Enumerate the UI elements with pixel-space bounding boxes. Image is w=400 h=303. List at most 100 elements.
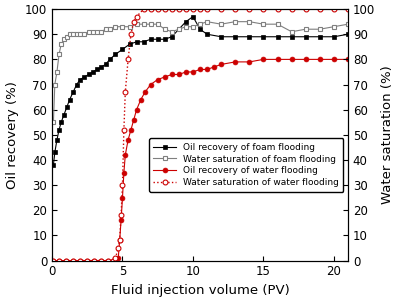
Water saturation of foam flooding (162, 27, 167, 31)
Oil recovery of water flooding (170, 73, 174, 76)
Oil recovery of water flooding (51, 259, 56, 262)
Water saturation of water flooding (134, 15, 139, 18)
Water saturation of foam flooding (332, 25, 336, 28)
Oil recovery of foam flooding (107, 58, 112, 61)
Water saturation of water flooding (106, 259, 111, 262)
Oil recovery of water flooding (71, 259, 76, 262)
Water saturation of water flooding (205, 7, 210, 11)
Oil recovery of water flooding (261, 58, 266, 61)
Oil recovery of water flooding (155, 78, 160, 81)
Oil recovery of water flooding (126, 138, 130, 142)
Water saturation of water flooding (51, 259, 56, 262)
Oil recovery of water flooding (116, 256, 121, 260)
Water saturation of foam flooding (318, 27, 322, 31)
Water saturation of water flooding (131, 20, 136, 24)
Water saturation of foam flooding (113, 25, 118, 28)
Water saturation of water flooding (99, 259, 104, 262)
Water saturation of water flooding (110, 259, 115, 262)
Water saturation of water flooding (318, 7, 322, 11)
Water saturation of water flooding (233, 7, 238, 11)
Oil recovery of water flooding (128, 128, 133, 132)
Oil recovery of foam flooding (303, 35, 308, 38)
Water saturation of water flooding (332, 7, 336, 11)
Oil recovery of foam flooding (233, 35, 238, 38)
Oil recovery of foam flooding (198, 27, 202, 31)
Water saturation of water flooding (148, 7, 153, 11)
Water saturation of foam flooding (59, 42, 64, 46)
Oil recovery of foam flooding (162, 38, 167, 41)
Water saturation of water flooding (117, 239, 122, 242)
Oil recovery of foam flooding (275, 35, 280, 38)
Line: Water saturation of water flooding: Water saturation of water flooding (51, 7, 350, 263)
Oil recovery of water flooding (119, 218, 124, 222)
Water saturation of foam flooding (346, 22, 350, 26)
Water saturation of water flooding (261, 7, 266, 11)
Oil recovery of water flooding (143, 90, 148, 94)
Oil recovery of foam flooding (120, 48, 125, 51)
X-axis label: Fluid injection volume (PV): Fluid injection volume (PV) (111, 284, 289, 297)
Water saturation of water flooding (113, 256, 118, 260)
Oil recovery of water flooding (78, 259, 82, 262)
Water saturation of foam flooding (219, 22, 224, 26)
Oil recovery of water flooding (247, 60, 252, 64)
Oil recovery of water flooding (113, 259, 118, 262)
Oil recovery of foam flooding (127, 42, 132, 46)
Oil recovery of foam flooding (190, 15, 195, 18)
Water saturation of foam flooding (198, 22, 202, 26)
Oil recovery of foam flooding (78, 78, 82, 81)
Water saturation of water flooding (155, 7, 160, 11)
Line: Water saturation of foam flooding: Water saturation of foam flooding (51, 19, 350, 125)
Water saturation of foam flooding (57, 52, 62, 56)
Water saturation of water flooding (289, 7, 294, 11)
Oil recovery of water flooding (138, 98, 143, 102)
Oil recovery of water flooding (131, 118, 136, 122)
Water saturation of foam flooding (51, 121, 56, 124)
Oil recovery of foam flooding (52, 151, 57, 154)
Oil recovery of water flooding (184, 70, 188, 74)
Oil recovery of water flooding (110, 259, 115, 262)
Water saturation of foam flooding (78, 32, 82, 36)
Oil recovery of foam flooding (170, 35, 174, 38)
Water saturation of foam flooding (184, 25, 188, 28)
Water saturation of foam flooding (107, 27, 112, 31)
Water saturation of water flooding (64, 259, 68, 262)
Oil recovery of water flooding (289, 58, 294, 61)
Water saturation of water flooding (120, 183, 125, 187)
Water saturation of foam flooding (275, 22, 280, 26)
Oil recovery of water flooding (198, 68, 202, 71)
Oil recovery of water flooding (85, 259, 90, 262)
Oil recovery of foam flooding (176, 27, 181, 31)
Water saturation of foam flooding (71, 32, 76, 36)
Oil recovery of foam flooding (184, 20, 188, 24)
Oil recovery of water flooding (176, 73, 181, 76)
Oil recovery of foam flooding (205, 32, 210, 36)
Oil recovery of water flooding (275, 58, 280, 61)
Oil recovery of foam flooding (86, 73, 91, 76)
Oil recovery of foam flooding (103, 63, 108, 66)
Oil recovery of foam flooding (74, 83, 79, 86)
Oil recovery of foam flooding (95, 68, 100, 71)
Water saturation of water flooding (71, 259, 76, 262)
Water saturation of foam flooding (74, 32, 79, 36)
Water saturation of water flooding (85, 259, 90, 262)
Water saturation of water flooding (126, 58, 130, 61)
Water saturation of foam flooding (95, 30, 100, 34)
Oil recovery of foam flooding (113, 52, 118, 56)
Water saturation of foam flooding (233, 20, 238, 24)
Water saturation of water flooding (128, 32, 133, 36)
Water saturation of foam flooding (303, 27, 308, 31)
Water saturation of foam flooding (155, 22, 160, 26)
Oil recovery of foam flooding (62, 113, 66, 117)
Water saturation of water flooding (123, 90, 128, 94)
Water saturation of foam flooding (205, 20, 210, 24)
Oil recovery of foam flooding (57, 128, 62, 132)
Oil recovery of foam flooding (289, 35, 294, 38)
Water saturation of water flooding (176, 7, 181, 11)
Oil recovery of water flooding (233, 60, 238, 64)
Water saturation of water flooding (346, 7, 350, 11)
Water saturation of water flooding (92, 259, 97, 262)
Water saturation of foam flooding (141, 22, 146, 26)
Water saturation of water flooding (219, 7, 224, 11)
Water saturation of foam flooding (62, 38, 66, 41)
Water saturation of water flooding (275, 7, 280, 11)
